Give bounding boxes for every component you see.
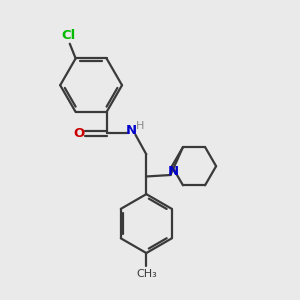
Text: N: N [167,165,178,178]
Text: O: O [73,127,85,140]
Text: H: H [136,121,145,130]
Text: CH₃: CH₃ [136,269,157,279]
Text: Cl: Cl [61,29,75,42]
Text: N: N [126,124,137,137]
